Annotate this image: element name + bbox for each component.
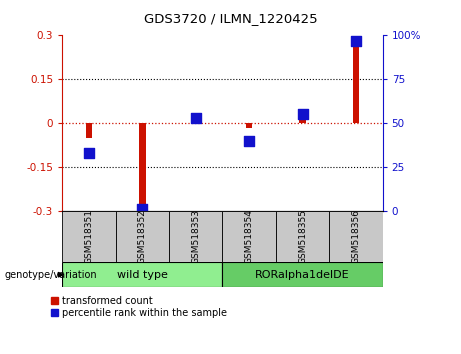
Bar	[299, 120, 306, 123]
Text: wild type: wild type	[117, 270, 168, 280]
Bar	[276, 211, 329, 262]
Bar	[223, 262, 383, 287]
Text: GDS3720 / ILMN_1220425: GDS3720 / ILMN_1220425	[144, 12, 317, 25]
Bar	[193, 120, 199, 123]
Point	[85, 150, 93, 156]
Text: RORalpha1delDE: RORalpha1delDE	[255, 270, 350, 280]
Bar	[223, 211, 276, 262]
Text: GSM518352: GSM518352	[138, 209, 147, 264]
Bar	[116, 211, 169, 262]
Bar	[62, 262, 222, 287]
Point	[245, 138, 253, 143]
Point	[352, 38, 360, 44]
Text: genotype/variation: genotype/variation	[5, 270, 97, 280]
Text: GSM518354: GSM518354	[245, 209, 254, 264]
Text: GSM518356: GSM518356	[351, 209, 361, 264]
Bar	[246, 123, 252, 128]
Bar	[353, 37, 359, 123]
Legend: transformed count, percentile rank within the sample: transformed count, percentile rank withi…	[51, 296, 227, 318]
Point	[139, 206, 146, 212]
Bar	[169, 211, 222, 262]
Bar	[139, 123, 146, 209]
Bar	[86, 123, 92, 138]
Bar	[62, 211, 116, 262]
Point	[192, 115, 200, 121]
Text: GSM518355: GSM518355	[298, 209, 307, 264]
Text: GSM518353: GSM518353	[191, 209, 200, 264]
Text: GSM518351: GSM518351	[84, 209, 94, 264]
Point	[299, 112, 306, 117]
Bar	[329, 211, 383, 262]
